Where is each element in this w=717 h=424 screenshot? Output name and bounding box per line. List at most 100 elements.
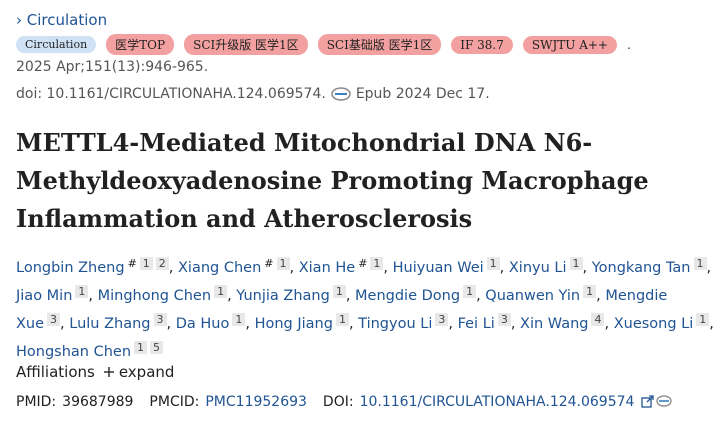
author: Tingyou Li 3, (358, 313, 453, 332)
author-name[interactable]: Mengdie Xue (16, 288, 668, 332)
separator: , (510, 316, 516, 332)
epub-text: Epub 2024 Dec 17. (355, 86, 490, 102)
author-name[interactable]: Lulu Zhang (69, 316, 151, 332)
author: Xuesong Li 1, (613, 313, 714, 332)
separator: , (604, 316, 610, 332)
separator: , (596, 288, 601, 304)
author-mark: 1 (463, 285, 477, 298)
author: Xian He #1, (298, 257, 389, 276)
author-name[interactable]: Minghong Chen (97, 288, 212, 304)
author-name[interactable]: Yunjia Zhang (236, 288, 330, 304)
author-mark: 1 (214, 285, 228, 298)
author: Longbin Zheng #1 2, (16, 257, 174, 276)
plus-icon (103, 367, 114, 377)
author-name[interactable]: Xinyu Li (508, 260, 567, 276)
author: Fei Li 3, (457, 313, 516, 332)
author-mark: 1 (332, 285, 346, 298)
id-line: PMID: 39687989 PMCID: PMC11952693 DOI: 1… (16, 394, 673, 410)
author: Quanwen Yin 1, (485, 285, 601, 304)
author-mark: 1 (276, 257, 290, 270)
badge[interactable]: SCI基础版 医学1区 (317, 34, 442, 55)
author-mark: 3 (497, 313, 511, 326)
badge[interactable]: SWJTU A++ (522, 35, 617, 54)
author-name[interactable]: Fei Li (457, 316, 495, 332)
author-list: Longbin Zheng #1 2, Xiang Chen #1, Xian He #… (16, 252, 716, 364)
author-name[interactable]: Tingyou Li (358, 316, 433, 332)
author-name[interactable]: Quanwen Yin (485, 288, 581, 304)
doi-label: DOI: (322, 394, 354, 410)
pmid-label: PMID: (16, 394, 57, 410)
author-mark: 1 (75, 285, 89, 298)
affiliations: Affiliations expand (16, 363, 174, 381)
author-name[interactable]: Da Huo (175, 316, 230, 332)
chevron-icon: › (16, 11, 22, 29)
doi-line: doi: 10.1161/CIRCULATIONAHA.124.069574. … (16, 86, 490, 102)
separator: , (88, 288, 94, 304)
separator: , (448, 316, 453, 332)
pmcid-link[interactable]: PMC11952693 (205, 394, 307, 410)
expand-text[interactable]: expand (118, 363, 175, 381)
doi-text: doi: 10.1161/CIRCULATIONAHA.124.069574. (16, 86, 326, 102)
link-icons (641, 395, 673, 408)
separator: , (227, 288, 232, 304)
separator: , (245, 316, 250, 332)
author-mark: # (127, 257, 137, 270)
separator: , (709, 316, 714, 332)
author: Yunjia Zhang 1, (236, 285, 351, 304)
author: Da Huo 1, (175, 313, 250, 332)
expand-toggle[interactable]: expand (103, 363, 175, 381)
author-mark: 3 (47, 313, 61, 326)
author-mark: 1 (134, 341, 148, 354)
author-name[interactable]: Hong Jiang (254, 316, 333, 332)
author-name[interactable]: Xian He (298, 260, 356, 276)
author-mark: 3 (153, 313, 167, 326)
author-name[interactable]: Xiang Chen (178, 260, 262, 276)
author: Mengdie Xue 3, (16, 288, 667, 332)
separator: , (499, 260, 505, 276)
author-mark: 1 (583, 285, 597, 298)
author-mark: 4 (591, 313, 605, 326)
badge[interactable]: SCI升级版 医学1区 (184, 34, 308, 55)
author-mark: 1 (693, 257, 707, 270)
author-mark: 1 (486, 257, 500, 270)
journal-line: › Circulation (16, 11, 107, 29)
article-title: METTL4-Mediated Mitochondrial DNA N6-Met… (16, 128, 649, 233)
separator: , (168, 260, 174, 276)
citation: 2025 Apr;151(13):946-965. (16, 59, 209, 75)
pmcid-label: PMCID: (149, 394, 200, 410)
author-name[interactable]: Longbin Zheng (16, 260, 125, 276)
separator: , (60, 316, 65, 332)
badge[interactable]: IF 38.7 (451, 35, 513, 54)
author: Mengdie Dong 1, (355, 285, 481, 304)
author-mark: 1 (139, 257, 153, 270)
author: Lulu Zhang 3, (69, 313, 171, 332)
affiliations-label: Affiliations (16, 363, 95, 381)
author: Huiyuan Wei 1, (392, 257, 505, 276)
separator: , (476, 288, 481, 304)
separator: , (345, 288, 351, 304)
doi-link[interactable]: 10.1161/CIRCULATIONAHA.124.069574 (359, 394, 635, 410)
author: Xinyu Li 1, (508, 257, 587, 276)
author-name[interactable]: Xuesong Li (613, 316, 694, 332)
author: Xin Wang 4, (520, 313, 610, 332)
author: Hongshan Chen 1 5 (16, 341, 164, 360)
separator: , (383, 260, 389, 276)
author-name[interactable]: Hongshan Chen (16, 344, 132, 360)
author-mark: 1 (335, 313, 349, 326)
badges-end: . (626, 37, 631, 52)
badge[interactable]: Circulation (16, 36, 97, 53)
author-name[interactable]: Huiyuan Wei (392, 260, 484, 276)
author-mark: 5 (150, 341, 164, 354)
author-name[interactable]: Jiao Min (16, 288, 73, 304)
author: Xiang Chen #1, (178, 257, 294, 276)
author-mark: 1 (696, 313, 710, 326)
author-name[interactable]: Mengdie Dong (355, 288, 461, 304)
badge[interactable]: 医学TOP (106, 34, 175, 55)
journal-link[interactable]: Circulation (26, 11, 108, 29)
author-name[interactable]: Xin Wang (520, 316, 589, 332)
author-mark: 1 (569, 257, 583, 270)
author-name[interactable]: Yongkang Tan (591, 260, 691, 276)
badge-row: Circulation 医学TOP SCI升级版 医学1区 SCI基础版 医学1区 IF… (16, 34, 631, 55)
author-mark: 1 (232, 313, 246, 326)
